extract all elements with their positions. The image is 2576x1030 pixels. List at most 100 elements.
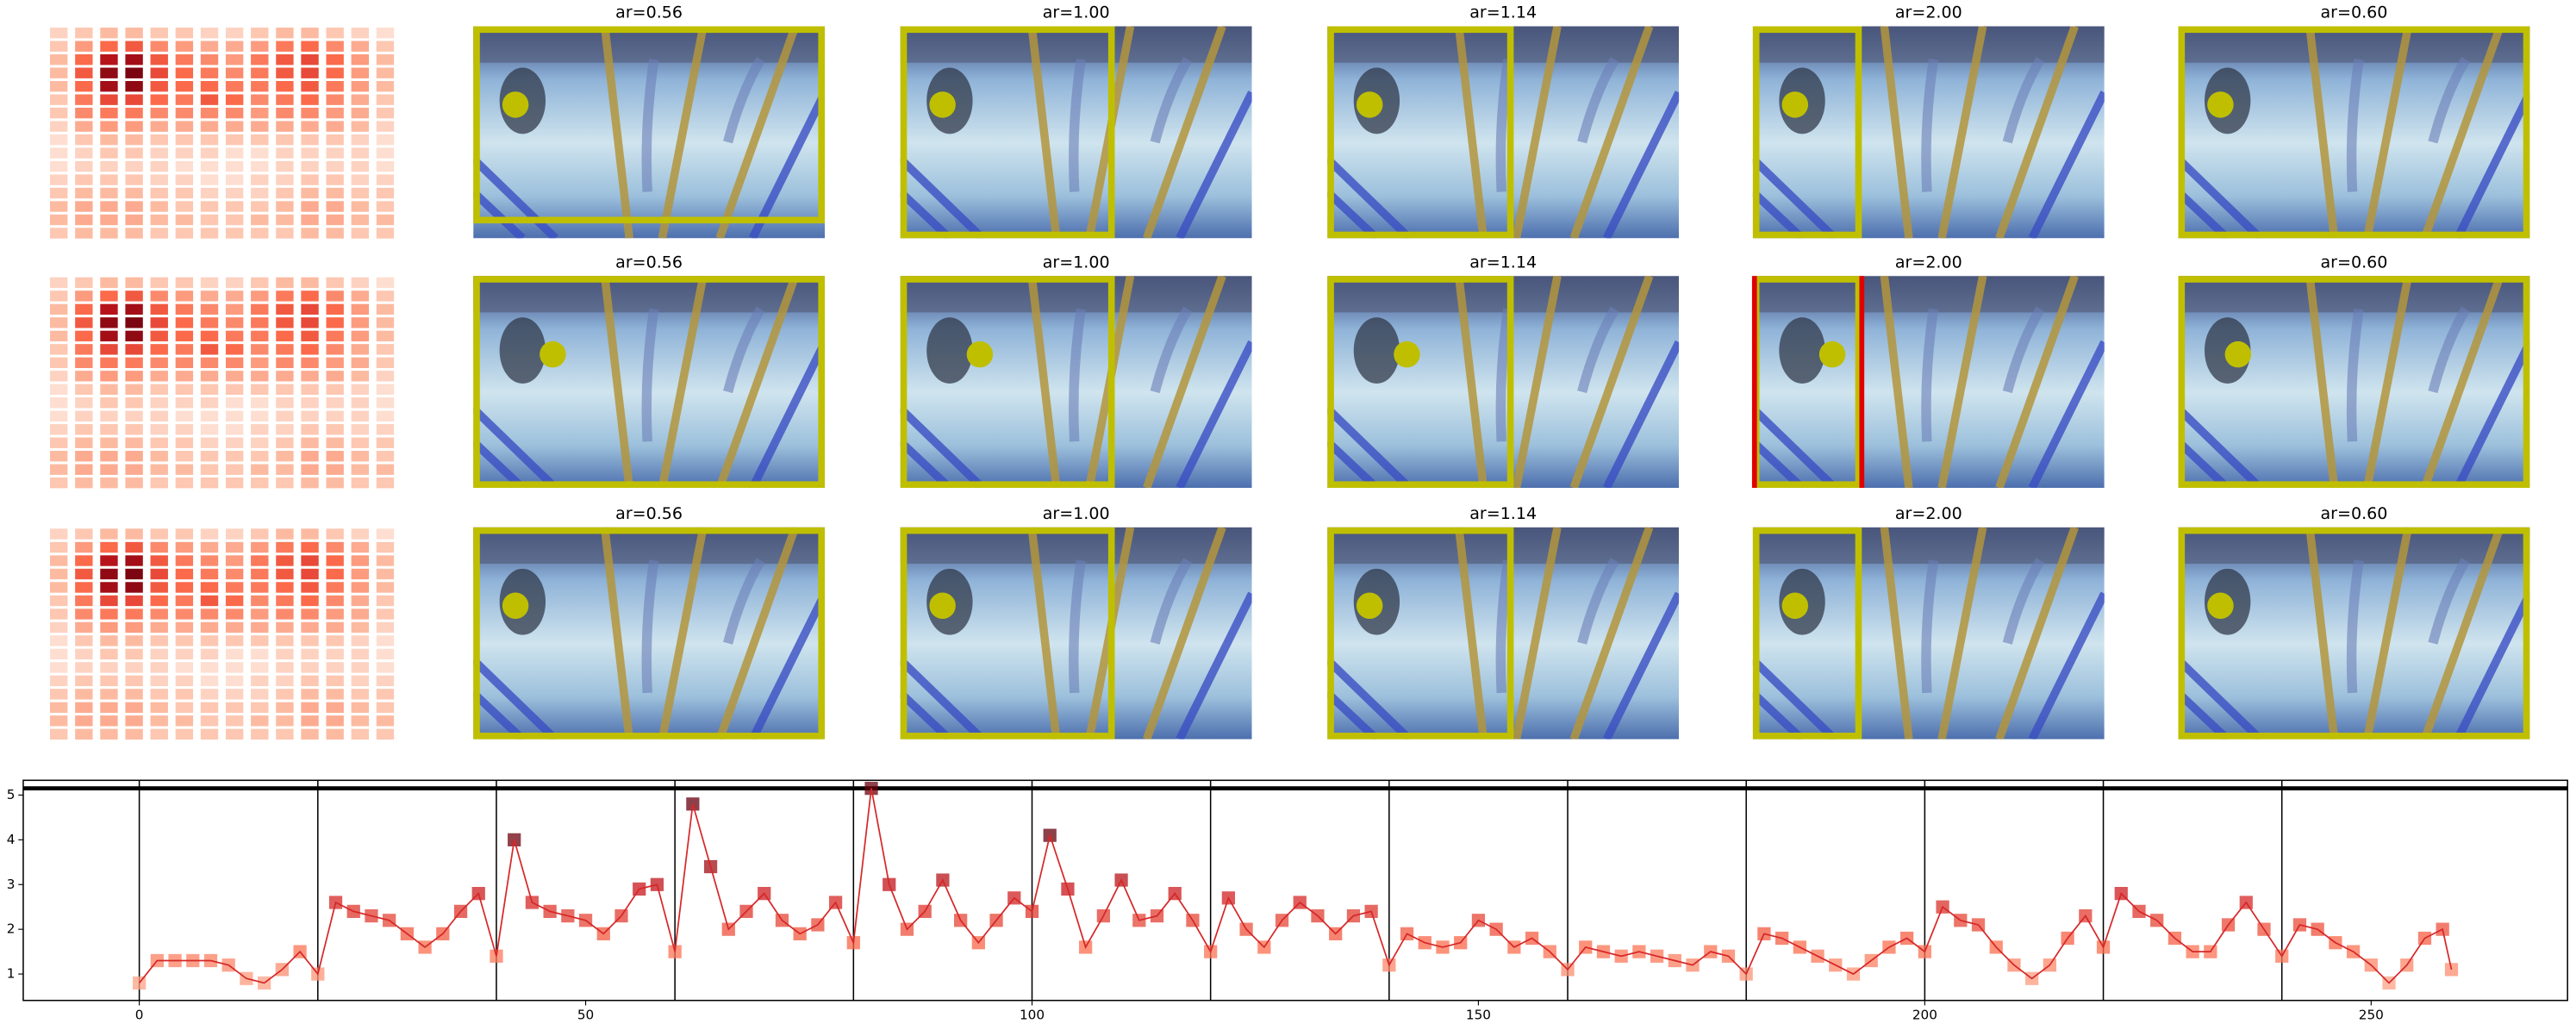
heatmap-cell xyxy=(376,160,395,172)
heatmap-cell xyxy=(175,595,194,607)
heatmap-cell xyxy=(326,303,344,315)
heatmap-cell xyxy=(326,648,344,660)
heatmap-cell xyxy=(75,689,93,700)
heatmap-cell xyxy=(50,187,68,199)
heatmap-cell xyxy=(125,437,143,448)
heatmap-cell xyxy=(301,160,319,172)
heatmap-cell xyxy=(225,464,244,475)
heatmap-cell xyxy=(200,187,219,199)
heatmap-cell xyxy=(326,54,344,66)
plot-frame xyxy=(22,779,2568,1002)
heatmap-cell xyxy=(351,609,369,620)
heatmap-cell xyxy=(50,541,68,553)
heatmap-cell xyxy=(200,715,219,727)
heatmap-cell xyxy=(100,478,118,489)
heatmap-cell xyxy=(100,410,118,421)
heatmap-cell xyxy=(125,568,143,580)
heatmap-cell xyxy=(251,648,269,660)
swim-image xyxy=(901,276,1252,488)
heatmap-cell xyxy=(326,689,344,700)
heatmap-cell xyxy=(376,424,395,435)
heatmap-cell xyxy=(376,595,395,607)
heatmap-cell xyxy=(276,384,294,396)
heatmap-cell xyxy=(376,80,395,92)
heatmap-cell xyxy=(50,728,68,740)
heatmap-cell xyxy=(150,451,168,462)
heatmap-cell xyxy=(50,317,68,328)
heatmap-cell xyxy=(326,121,344,132)
panel-title: ar=1.00 xyxy=(1043,504,1110,523)
heatmap-cell xyxy=(301,384,319,396)
panel-title: ar=0.56 xyxy=(615,253,683,272)
heatmap-cell xyxy=(225,94,244,105)
heatmap-cell xyxy=(351,67,369,78)
swim-image xyxy=(473,26,825,238)
heatmap-cell xyxy=(225,54,244,66)
heatmap-cell xyxy=(376,621,395,634)
heatmap-cell xyxy=(301,357,319,369)
data-line xyxy=(138,788,2453,984)
heatmap-cell xyxy=(75,107,93,119)
heatmap-cell xyxy=(100,464,118,475)
heatmap-cell xyxy=(150,555,168,566)
heatmap-cell xyxy=(125,28,143,39)
heatmap-cell xyxy=(175,290,194,302)
heatmap-cell xyxy=(326,147,344,159)
heatmap-cell xyxy=(150,160,168,172)
heatmap-cell xyxy=(125,228,143,239)
heatmap-cell xyxy=(351,214,369,226)
heatmap-cell xyxy=(351,451,369,462)
heatmap-cell xyxy=(326,67,344,78)
heatmap-cell xyxy=(175,609,194,620)
heatmap-cell xyxy=(200,621,219,634)
heatmap-cell xyxy=(326,344,344,355)
heatmap-cell xyxy=(351,174,369,185)
heatmap-cell xyxy=(351,397,369,409)
heatmap-cell xyxy=(100,424,118,435)
heatmap-cell xyxy=(125,702,143,714)
panel-title: ar=0.56 xyxy=(615,504,683,523)
heatmap-cell xyxy=(301,410,319,421)
heatmap-cell xyxy=(200,528,219,540)
keypoint xyxy=(502,91,529,118)
heatmap-cell xyxy=(351,357,369,369)
heatmap-cell xyxy=(50,201,68,212)
crop-box xyxy=(473,26,826,224)
heatmap-cell xyxy=(200,147,219,159)
swim-image xyxy=(1753,276,2105,488)
panel-title: ar=1.14 xyxy=(1469,504,1537,523)
heatmap-cell xyxy=(125,371,143,382)
heatmap-cell xyxy=(276,662,294,673)
heatmap-cell xyxy=(175,451,194,462)
heatmap-cell xyxy=(150,344,168,355)
heatmap-cell xyxy=(50,371,68,382)
keypoint xyxy=(1781,592,1809,620)
heatmap-cell xyxy=(75,397,93,409)
x-tick-label: 250 xyxy=(2359,1007,2384,1022)
heatmap-cell xyxy=(276,437,294,448)
heatmap-cell xyxy=(225,80,244,92)
heatmap-cell xyxy=(351,568,369,580)
heatmap-cell xyxy=(251,357,269,369)
heatmap-cell xyxy=(150,290,168,302)
heatmap-cell xyxy=(301,464,319,475)
swim-image xyxy=(1327,276,1679,488)
heatmap-cell xyxy=(276,451,294,462)
heatmap-cell xyxy=(251,344,269,355)
panel-title: ar=2.00 xyxy=(1895,3,1962,22)
heatmap-cell xyxy=(150,609,168,620)
heatmap-cell xyxy=(326,174,344,185)
heatmap-cell xyxy=(225,160,244,172)
heatmap-cell xyxy=(301,121,319,132)
heatmap-cell xyxy=(75,437,93,448)
heatmap-cell xyxy=(175,397,194,409)
heatmap-cell xyxy=(75,344,93,355)
heatmap-cell xyxy=(301,107,319,119)
heatmap-cell xyxy=(251,160,269,172)
heatmap-cell xyxy=(125,648,143,660)
heatmap-cell xyxy=(326,214,344,226)
heatmap-cell xyxy=(75,317,93,328)
heatmap-cell xyxy=(125,635,143,646)
heatmap-cell xyxy=(125,134,143,146)
heatmap-cell xyxy=(150,702,168,714)
